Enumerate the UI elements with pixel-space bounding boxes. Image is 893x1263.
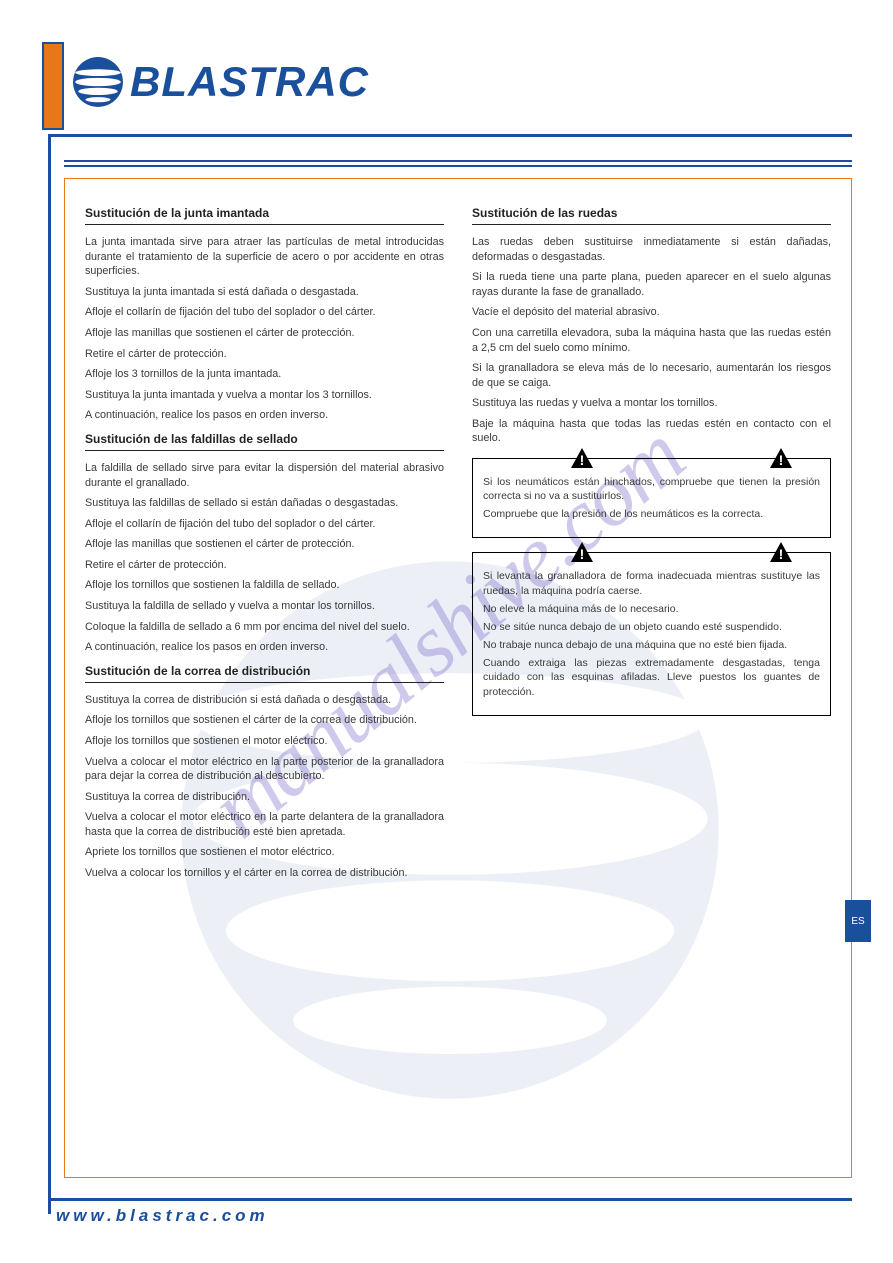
body-text: Vuelva a colocar el motor eléctrico en l… [85,810,444,839]
header-rule-thin-2 [64,165,852,167]
warning-box-lifting: ! ! Si levanta la granalladora de forma … [472,552,831,715]
globe-icon [72,56,124,108]
body-text: Las ruedas deben sustituirse inmediatame… [472,235,831,264]
logo-accent-block [42,42,64,130]
right-column: Sustitución de las ruedas Las ruedas deb… [472,197,831,1159]
brand-name: BLASTRAC [130,58,369,106]
body-text: Afloje el collarín de fijación del tubo … [85,517,444,532]
warning-triangle-icon: ! [571,448,593,468]
warning-triangle-icon: ! [770,542,792,562]
heading-magnetic-seal: Sustitución de la junta imantada [85,205,444,225]
warning-box-tire-pressure: ! ! Si los neumáticos están hinchados, c… [472,458,831,539]
body-text: A continuación, realice los pasos en ord… [85,640,444,655]
warning-text: Si levanta la granalladora de forma inad… [483,569,820,597]
body-text: Afloje los tornillos que sostienen el cá… [85,713,444,728]
warning-text: No trabaje nunca debajo de una máquina q… [483,638,820,652]
footer-rule [48,1198,852,1201]
warning-text: No se sitúe nunca debajo de un objeto cu… [483,620,820,634]
language-tab: ES [845,900,871,942]
body-text: Baje la máquina hasta que todas las rued… [472,417,831,446]
body-text: Sustituya las ruedas y vuelva a montar l… [472,396,831,411]
warning-text: Cuando extraiga las piezas extremadament… [483,656,820,699]
header-rule-thick [48,134,852,137]
body-text: Vacíe el depósito del material abrasivo. [472,305,831,320]
body-text: Apriete los tornillos que sostienen el m… [85,845,444,860]
body-text: Si la rueda tiene una parte plana, puede… [472,270,831,299]
body-text: Vuelva a colocar los tornillos y el cárt… [85,866,444,881]
body-text: Afloje las manillas que sostienen el cár… [85,537,444,552]
body-text: Afloje el collarín de fijación del tubo … [85,305,444,320]
heading-wheels: Sustitución de las ruedas [472,205,831,225]
header-rule-thin-1 [64,160,852,162]
body-text: Sustituya la correa de distribución si e… [85,693,444,708]
body-text: Retire el cárter de protección. [85,558,444,573]
left-vertical-rule [48,134,51,1214]
warning-triangle-icon: ! [571,542,593,562]
heading-timing-belt: Sustitución de la correa de distribución [85,663,444,683]
body-text: Afloje las manillas que sostienen el cár… [85,326,444,341]
body-text: A continuación, realice los pasos en ord… [85,408,444,423]
content-frame: Sustitución de la junta imantada La junt… [64,178,852,1178]
warning-triangle-icon: ! [770,448,792,468]
warning-text: Si los neumáticos están hinchados, compr… [483,475,820,503]
body-text: La faldilla de sellado sirve para evitar… [85,461,444,490]
body-text: La junta imantada sirve para atraer las … [85,235,444,279]
footer-url: www.blastrac.com [56,1206,269,1226]
body-text: Con una carretilla elevadora, suba la má… [472,326,831,355]
body-text: Sustituya la correa de distribución. [85,790,444,805]
body-text: Retire el cárter de protección. [85,347,444,362]
body-text: Vuelva a colocar el motor eléctrico en l… [85,755,444,784]
svg-text:!: ! [779,546,784,562]
brand-logo: BLASTRAC [72,56,369,108]
body-text: Sustituya las faldillas de sellado si es… [85,496,444,511]
svg-text:!: ! [580,546,585,562]
body-text: Afloje los tornillos que sostienen la fa… [85,578,444,593]
body-text: Sustituya la faldilla de sellado y vuelv… [85,599,444,614]
body-text: Afloje los 3 tornillos de la junta imant… [85,367,444,382]
body-text: Coloque la faldilla de sellado a 6 mm po… [85,620,444,635]
left-column: Sustitución de la junta imantada La junt… [85,197,444,1159]
warning-text: No eleve la máquina más de lo necesario. [483,602,820,616]
page-header: BLASTRAC [42,42,852,132]
svg-text:!: ! [580,452,585,468]
body-text: Sustituya la junta imantada si está daña… [85,285,444,300]
warning-text: Compruebe que la presión de los neumátic… [483,507,820,521]
body-text: Afloje los tornillos que sostienen el mo… [85,734,444,749]
heading-sealing-flaps: Sustitución de las faldillas de sellado [85,431,444,451]
svg-text:!: ! [779,452,784,468]
body-text: Si la granalladora se eleva más de lo ne… [472,361,831,390]
body-text: Sustituya la junta imantada y vuelva a m… [85,388,444,403]
